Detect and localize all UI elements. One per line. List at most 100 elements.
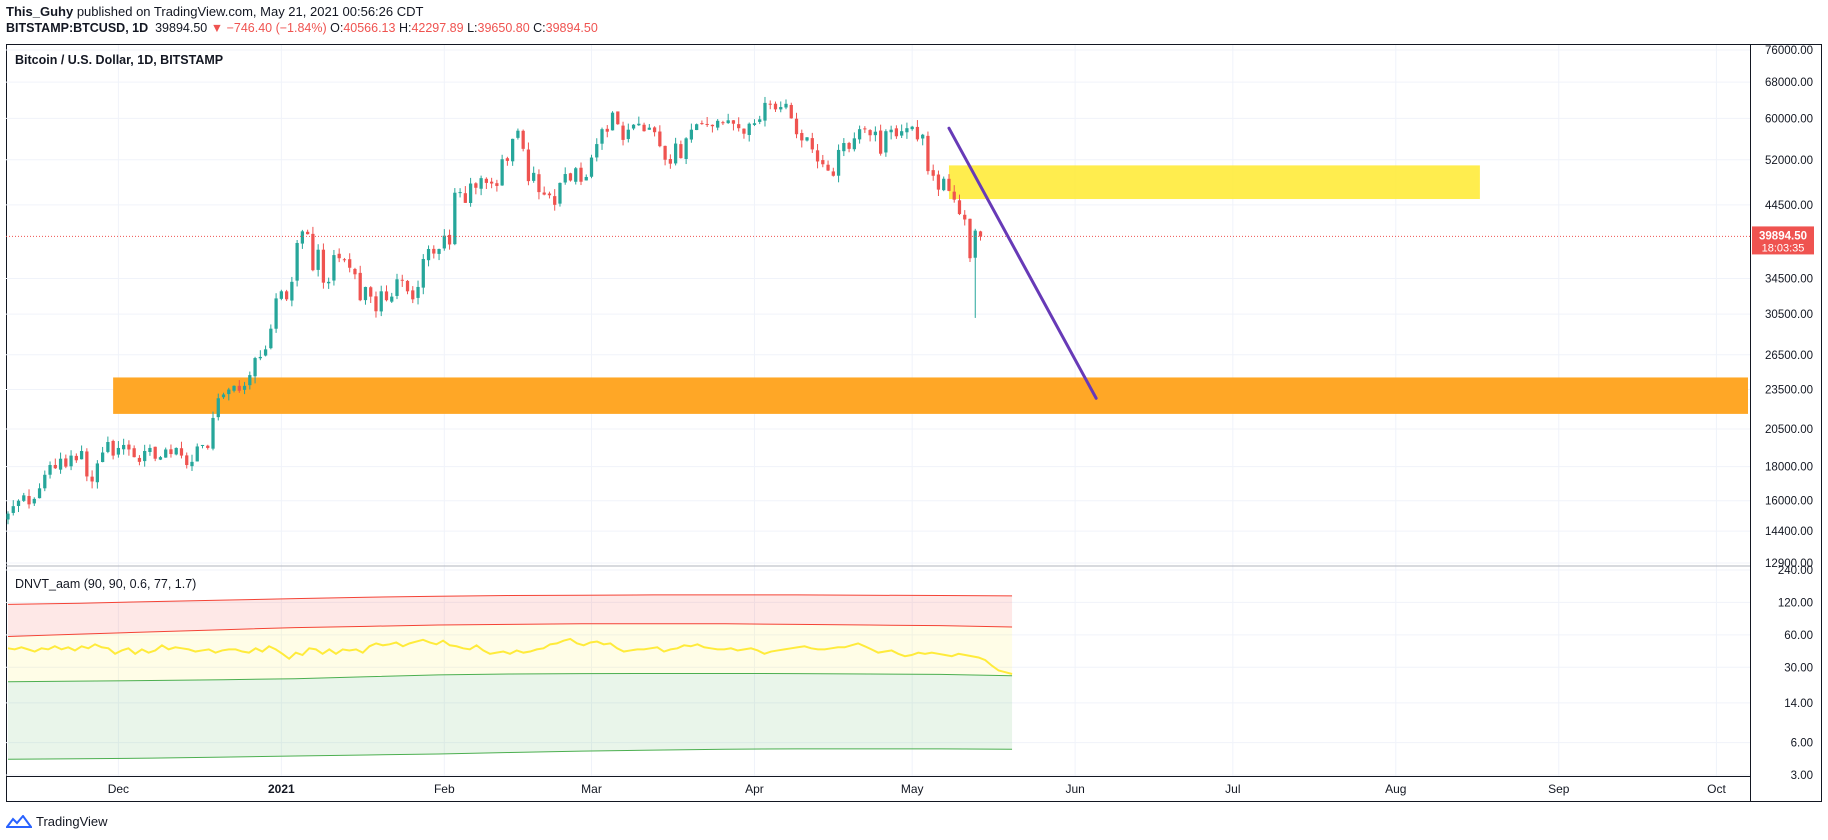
candle-body[interactable] bbox=[6, 513, 10, 520]
candle-body[interactable] bbox=[447, 234, 452, 245]
candle-body[interactable] bbox=[400, 279, 404, 281]
candle-body[interactable] bbox=[432, 248, 436, 254]
candle-body[interactable] bbox=[442, 235, 446, 249]
candle-body[interactable] bbox=[321, 249, 326, 283]
candle-body[interactable] bbox=[873, 131, 878, 136]
candle-body[interactable] bbox=[794, 118, 799, 135]
candle-body[interactable] bbox=[164, 449, 168, 458]
candle-body[interactable] bbox=[342, 259, 347, 261]
candle-body[interactable] bbox=[190, 461, 194, 467]
candle-body[interactable] bbox=[821, 160, 825, 165]
candle-body[interactable] bbox=[921, 134, 925, 139]
candle-body[interactable] bbox=[474, 183, 478, 188]
candle-body[interactable] bbox=[952, 191, 956, 200]
candle-body[interactable] bbox=[663, 145, 667, 160]
candle-body[interactable] bbox=[16, 500, 21, 506]
candle-body[interactable] bbox=[889, 129, 893, 133]
candle-body[interactable] bbox=[137, 457, 142, 462]
candle-body[interactable] bbox=[22, 495, 26, 501]
candle-body[interactable] bbox=[563, 174, 567, 183]
candle-body[interactable] bbox=[122, 444, 126, 450]
candle-body[interactable] bbox=[605, 128, 609, 132]
candle-body[interactable] bbox=[69, 455, 73, 467]
candle-body[interactable] bbox=[237, 385, 241, 391]
candle-body[interactable] bbox=[127, 444, 131, 450]
tradingview-brand[interactable]: TradingView bbox=[36, 814, 108, 829]
candle-body[interactable] bbox=[253, 358, 257, 377]
candle-body[interactable] bbox=[836, 149, 841, 176]
candle-body[interactable] bbox=[558, 182, 562, 204]
candle-body[interactable] bbox=[553, 196, 557, 205]
candle-body[interactable] bbox=[284, 291, 289, 300]
time-axis[interactable]: Dec 2021 Feb Mar Apr May Jun Jul Aug Sep Oct bbox=[108, 782, 1727, 796]
candle-body[interactable] bbox=[942, 178, 946, 191]
candle-body[interactable] bbox=[784, 103, 788, 108]
candle-body[interactable] bbox=[731, 120, 736, 124]
candle-body[interactable] bbox=[263, 349, 268, 356]
candle-body[interactable] bbox=[463, 193, 467, 203]
candle-body[interactable] bbox=[900, 131, 904, 136]
candle-body[interactable] bbox=[936, 174, 941, 190]
candle-body[interactable] bbox=[574, 168, 578, 182]
candle-body[interactable] bbox=[232, 385, 236, 391]
candle-body[interactable] bbox=[479, 178, 483, 189]
candle-body[interactable] bbox=[100, 452, 105, 463]
candle-body[interactable] bbox=[379, 291, 383, 312]
candle-body[interactable] bbox=[74, 455, 78, 461]
candle-body[interactable] bbox=[453, 192, 457, 245]
candle-body[interactable] bbox=[789, 104, 793, 119]
candle-body[interactable] bbox=[37, 488, 42, 499]
candle-body[interactable] bbox=[242, 385, 247, 390]
candle-body[interactable] bbox=[847, 142, 851, 149]
candle-body[interactable] bbox=[768, 103, 772, 105]
candle-body[interactable] bbox=[384, 291, 389, 301]
candle-body[interactable] bbox=[353, 268, 357, 275]
drawings-layer[interactable] bbox=[6, 126, 1750, 400]
candle-body[interactable] bbox=[947, 178, 951, 191]
candle-body[interactable] bbox=[779, 107, 783, 110]
candle-body[interactable] bbox=[894, 128, 899, 137]
candle-body[interactable] bbox=[511, 138, 515, 162]
candle-body[interactable] bbox=[652, 127, 657, 133]
candle-body[interactable] bbox=[589, 157, 594, 177]
candle-body[interactable] bbox=[826, 164, 830, 171]
candle-body[interactable] bbox=[542, 192, 546, 195]
indicator-axis[interactable]: 240.00 120.00 60.00 30.00 14.00 6.00 3.00 bbox=[1778, 565, 1813, 782]
candle-body[interactable] bbox=[957, 200, 962, 215]
candle-body[interactable] bbox=[48, 465, 52, 475]
candle-body[interactable] bbox=[742, 128, 746, 134]
candle-body[interactable] bbox=[426, 248, 431, 261]
candle-body[interactable] bbox=[390, 296, 394, 302]
candle-body[interactable] bbox=[64, 458, 68, 467]
candle-body[interactable] bbox=[148, 447, 152, 452]
candle-body[interactable] bbox=[747, 123, 751, 135]
candle-body[interactable] bbox=[537, 174, 541, 193]
candle-body[interactable] bbox=[374, 296, 378, 312]
candle-body[interactable] bbox=[306, 231, 310, 235]
candle-body[interactable] bbox=[169, 449, 173, 455]
candle-body[interactable] bbox=[95, 463, 99, 483]
candle-body[interactable] bbox=[179, 448, 184, 456]
candle-body[interactable] bbox=[27, 495, 31, 505]
candle-body[interactable] bbox=[679, 144, 683, 159]
candle-body[interactable] bbox=[763, 102, 767, 121]
candle-body[interactable] bbox=[200, 444, 205, 446]
candle-body[interactable] bbox=[11, 506, 15, 513]
candle-body[interactable] bbox=[978, 231, 983, 237]
candle-body[interactable] bbox=[595, 144, 599, 158]
candle-body[interactable] bbox=[910, 126, 914, 130]
candle-body[interactable] bbox=[963, 214, 967, 220]
candle-body[interactable] bbox=[926, 135, 930, 172]
candle-body[interactable] bbox=[773, 103, 778, 110]
candle-body[interactable] bbox=[153, 446, 157, 459]
candle-body[interactable] bbox=[516, 130, 520, 138]
candle-body[interactable] bbox=[421, 258, 425, 288]
candle-body[interactable] bbox=[221, 394, 226, 398]
candle-body[interactable] bbox=[143, 450, 147, 462]
candle-body[interactable] bbox=[716, 120, 720, 128]
candle-body[interactable] bbox=[695, 124, 699, 131]
candle-body[interactable] bbox=[626, 129, 630, 139]
candle-body[interactable] bbox=[132, 448, 136, 458]
candle-body[interactable] bbox=[584, 176, 588, 181]
candle-body[interactable] bbox=[489, 181, 494, 184]
